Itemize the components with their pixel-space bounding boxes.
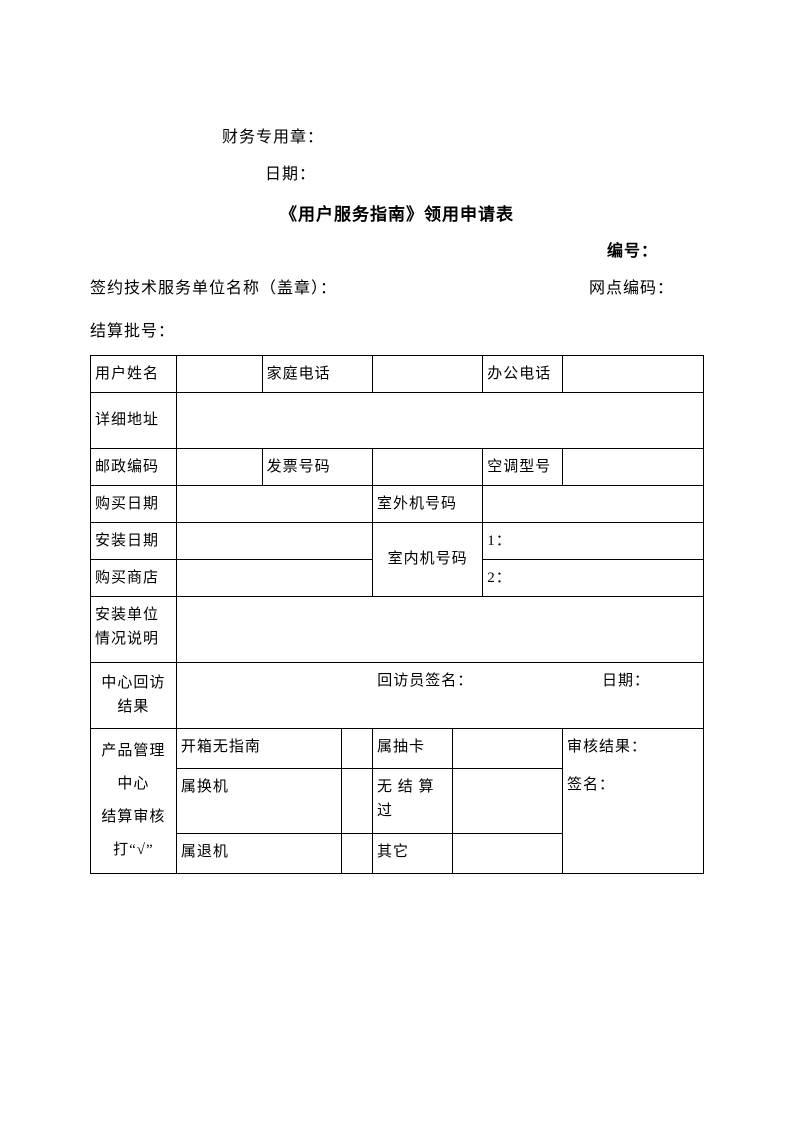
cell-postcode: 邮政编码 (91, 448, 177, 485)
audit-result-label: 审核结果： (567, 735, 699, 759)
cell-blank (176, 596, 703, 662)
cell-purchase-date: 购买日期 (91, 485, 177, 522)
cell-blank (176, 485, 372, 522)
cell-audit-sign: 审核结果： 签名： (562, 728, 703, 873)
cell-home-phone: 家庭电话 (262, 355, 372, 392)
page: 财务专用章： 日期： 《用户服务指南》领用申请表 编号： 签约技术服务单位名称（… (0, 0, 794, 1123)
cell-address: 详细地址 (91, 392, 177, 448)
cell-indoor-1: 1： (483, 522, 704, 559)
cell-blank (452, 834, 562, 874)
number-label: 编号： (90, 237, 704, 261)
cell-blank (483, 485, 704, 522)
cell-blank (452, 728, 562, 768)
cell-outdoor-no: 室外机号码 (372, 485, 482, 522)
cell-blank (562, 355, 703, 392)
visit-sign-label: 回访员签名： (377, 673, 473, 689)
table-row: 详细地址 (91, 392, 704, 448)
cell-user-name: 用户姓名 (91, 355, 177, 392)
cell-ac-model: 空调型号 (483, 448, 563, 485)
branch-label: 网点编码： (589, 269, 674, 309)
seal-line: 财务专用章： (90, 120, 704, 157)
cell-belongs-draw: 属抽卡 (372, 728, 452, 768)
cell-install-unit-desc: 安装单位情况说明 (91, 596, 177, 662)
cell-not-settled: 无 结 算过 (372, 768, 452, 834)
cell-blank (342, 768, 373, 834)
org-label: 签约技术服务单位名称（盖章）： (90, 280, 337, 297)
org-line: 签约技术服务单位名称（盖章）： 网点编码： (90, 269, 704, 309)
cell-visit-content: 回访员签名： 日期： (176, 662, 703, 728)
cell-blank (176, 559, 372, 596)
table-row: 用户姓名 家庭电话 办公电话 (91, 355, 704, 392)
cell-install-date: 安装日期 (91, 522, 177, 559)
date-line: 日期： (90, 157, 704, 194)
application-table: 用户姓名 家庭电话 办公电话 详细地址 邮政编码 发票号码 空调型号 购买日期 … (90, 355, 704, 874)
cell-blank (176, 355, 262, 392)
document-title: 《用户服务指南》领用申请表 (90, 200, 704, 225)
table-row: 中心回访结果 回访员签名： 日期： (91, 662, 704, 728)
cell-purchase-store: 购买商店 (91, 559, 177, 596)
cell-blank (372, 448, 482, 485)
cell-indoor-no: 室内机号码 (372, 522, 482, 596)
cell-blank (372, 355, 482, 392)
cell-blank (176, 522, 372, 559)
cell-belongs-return: 属退机 (176, 834, 342, 874)
cell-invoice-no: 发票号码 (262, 448, 372, 485)
cell-open-no-guide: 开箱无指南 (176, 728, 342, 768)
cell-blank (342, 728, 373, 768)
table-row: 产品管理中心 结算审核 打“√” 开箱无指南 属抽卡 审核结果： 签名： (91, 728, 704, 768)
cell-blank (562, 448, 703, 485)
table-row: 安装日期 室内机号码 1： (91, 522, 704, 559)
cell-indoor-2: 2： (483, 559, 704, 596)
cell-blank (342, 834, 373, 874)
cell-other: 其它 (372, 834, 452, 874)
table-row: 购买日期 室外机号码 (91, 485, 704, 522)
table-row: 邮政编码 发票号码 空调型号 (91, 448, 704, 485)
cell-office-phone: 办公电话 (483, 355, 563, 392)
cell-center-visit-result: 中心回访结果 (91, 662, 177, 728)
table-row: 安装单位情况说明 (91, 596, 704, 662)
cell-pm-check: 产品管理中心 结算审核 打“√” (91, 728, 177, 873)
cell-blank (452, 768, 562, 834)
cell-blank (176, 448, 262, 485)
visit-date-label: 日期： (602, 673, 650, 689)
sign-label: 签名： (567, 773, 699, 797)
cell-blank (176, 392, 703, 448)
batch-line: 结算批号： (90, 313, 704, 351)
cell-belongs-exchange: 属换机 (176, 768, 342, 834)
